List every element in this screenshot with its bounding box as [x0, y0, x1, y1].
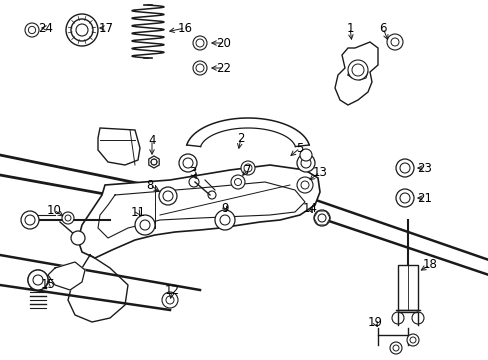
Text: 23: 23	[417, 162, 431, 175]
Text: 17: 17	[98, 22, 113, 35]
Circle shape	[193, 36, 206, 50]
Circle shape	[159, 187, 177, 205]
Text: 1: 1	[346, 22, 353, 35]
Circle shape	[21, 211, 39, 229]
Text: 15: 15	[41, 279, 55, 292]
Circle shape	[193, 61, 206, 75]
Circle shape	[25, 23, 39, 37]
Polygon shape	[347, 67, 367, 80]
Circle shape	[207, 191, 216, 199]
Bar	[397, 265, 417, 310]
Circle shape	[28, 270, 48, 290]
Circle shape	[313, 210, 329, 226]
Circle shape	[386, 34, 402, 50]
Text: 8: 8	[146, 179, 153, 192]
Text: 11: 11	[130, 206, 145, 219]
Circle shape	[411, 312, 423, 324]
Text: 14: 14	[302, 202, 317, 215]
Circle shape	[391, 312, 403, 324]
Text: 5: 5	[296, 141, 303, 154]
Circle shape	[296, 177, 312, 193]
Text: 18: 18	[422, 258, 437, 271]
Circle shape	[28, 270, 48, 290]
Circle shape	[179, 154, 197, 172]
Polygon shape	[334, 42, 377, 105]
Text: 16: 16	[177, 22, 192, 35]
Text: 24: 24	[39, 22, 53, 35]
Circle shape	[395, 159, 413, 177]
Circle shape	[395, 189, 413, 207]
Circle shape	[406, 334, 418, 346]
Text: 19: 19	[367, 315, 382, 328]
Circle shape	[71, 231, 85, 245]
Circle shape	[389, 342, 401, 354]
Circle shape	[135, 215, 155, 235]
Circle shape	[215, 210, 235, 230]
Text: 2: 2	[237, 131, 244, 144]
Circle shape	[241, 161, 254, 175]
Text: 10: 10	[46, 203, 61, 216]
Circle shape	[162, 292, 178, 308]
Text: 3: 3	[189, 166, 196, 179]
Text: 12: 12	[164, 284, 179, 297]
Text: 7: 7	[244, 163, 251, 176]
Text: 6: 6	[379, 22, 386, 35]
Text: 4: 4	[148, 134, 156, 147]
Text: 22: 22	[216, 62, 231, 75]
Polygon shape	[78, 165, 319, 258]
Circle shape	[62, 212, 74, 224]
Text: 9: 9	[221, 202, 228, 215]
Text: 13: 13	[312, 166, 327, 179]
Polygon shape	[148, 156, 159, 168]
Circle shape	[189, 177, 199, 187]
Circle shape	[230, 175, 244, 189]
Text: 21: 21	[417, 192, 431, 204]
Circle shape	[296, 154, 314, 172]
Circle shape	[71, 19, 93, 41]
Circle shape	[66, 14, 98, 46]
Polygon shape	[48, 262, 85, 290]
Text: 20: 20	[216, 36, 231, 50]
Circle shape	[299, 149, 311, 161]
Circle shape	[347, 60, 367, 80]
Polygon shape	[98, 128, 140, 165]
Polygon shape	[186, 118, 308, 147]
